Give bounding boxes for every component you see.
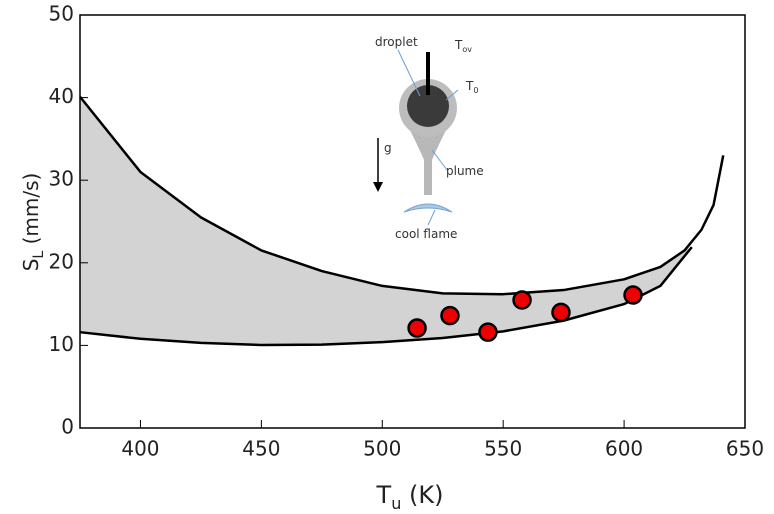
plot-frame: [79, 14, 746, 429]
leader: [431, 149, 448, 171]
data-point: [407, 318, 427, 338]
plume-label: plume: [446, 164, 484, 178]
y-tick-label: 20: [49, 249, 74, 273]
tov-label: Tov: [454, 38, 472, 54]
band-area: [80, 96, 692, 345]
plume-shape: [404, 118, 452, 195]
data-point: [551, 302, 571, 323]
data-point: [440, 305, 460, 326]
arrow-head: [373, 182, 383, 192]
data-point: [478, 322, 498, 342]
x-tick-label: 600: [605, 437, 643, 461]
data-point: [623, 285, 643, 305]
x-tick-label: 450: [242, 437, 280, 461]
y-tick-label: 10: [49, 332, 74, 356]
g-label: g: [384, 141, 392, 155]
y-tick-label: 40: [49, 84, 74, 108]
x-tick-label: 500: [363, 437, 401, 461]
leader: [445, 89, 459, 101]
x-tick-label: 400: [121, 437, 159, 461]
inset-diagram: droplet Tov T0 g plume cool flame: [373, 35, 484, 241]
y-tick-label: 50: [49, 2, 74, 26]
x-tick-label: 550: [484, 437, 522, 461]
droplet-label: droplet: [375, 35, 418, 49]
leader: [397, 49, 421, 97]
x-tick-label: 650: [726, 437, 764, 461]
y-tick-label: 30: [49, 167, 74, 191]
y-tick-label: 0: [61, 415, 74, 439]
droplet-shape: [407, 85, 449, 127]
t0-label: T0: [465, 79, 478, 95]
plot-area: 400 450 500 550 600 650 0 10 20 30 40 50: [49, 2, 765, 461]
y-axis-title: SL (mm/s): [19, 173, 47, 272]
x-axis-title: Tu (K): [376, 481, 444, 513]
upper-curve: [79, 95, 725, 296]
data-point: [512, 290, 532, 310]
leader: [427, 209, 436, 226]
flame-label: cool flame: [395, 227, 457, 241]
flame-shape: [403, 203, 453, 213]
